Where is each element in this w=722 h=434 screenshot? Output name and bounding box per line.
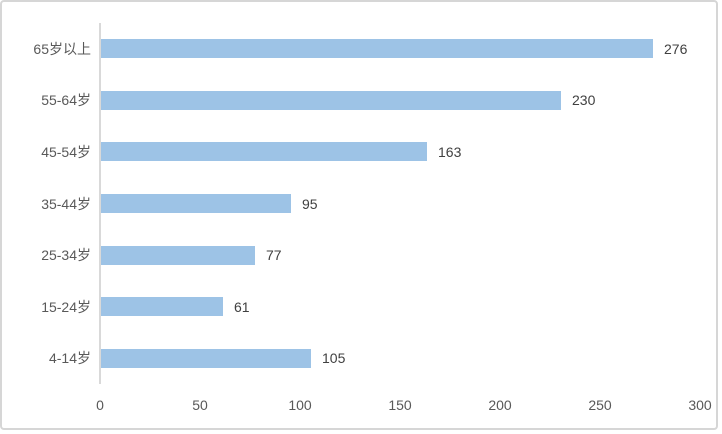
category-label: 55-64岁 (41, 92, 91, 109)
x-axis-tick-label: 200 (488, 397, 512, 413)
category-label: 15-24岁 (41, 298, 91, 315)
bar-value-label: 105 (322, 350, 346, 367)
bar (101, 297, 223, 317)
bar (101, 348, 311, 368)
bar (101, 245, 255, 265)
bar-value-label: 230 (572, 92, 596, 109)
bar-value-label: 61 (234, 298, 250, 315)
category-axis-line (99, 23, 101, 384)
bar (101, 142, 427, 162)
x-axis-tick-label: 150 (388, 397, 412, 413)
x-axis-tick-label: 0 (96, 397, 104, 413)
category-label: 65岁以上 (33, 40, 91, 57)
category-label: 25-34岁 (41, 247, 91, 264)
x-axis-tick-label: 300 (688, 397, 712, 413)
x-axis-tick-label: 50 (192, 397, 208, 413)
category-label: 4-14岁 (48, 350, 91, 367)
bar-value-label: 276 (664, 40, 688, 57)
category-label: 45-54岁 (41, 143, 91, 160)
bar (101, 39, 653, 59)
category-label: 35-44岁 (41, 195, 91, 212)
bar (101, 90, 561, 110)
bar (101, 194, 291, 213)
x-axis-tick-label: 250 (588, 397, 612, 413)
x-axis-tick-label: 100 (288, 397, 312, 413)
bar-value-label: 77 (266, 247, 282, 264)
bar-value-label: 95 (302, 195, 318, 212)
bar-value-label: 163 (438, 143, 462, 160)
plot-area: 65岁以上 276 55-64岁 230 45-54岁 163 35-44岁 95 25-34岁… (2, 2, 716, 428)
